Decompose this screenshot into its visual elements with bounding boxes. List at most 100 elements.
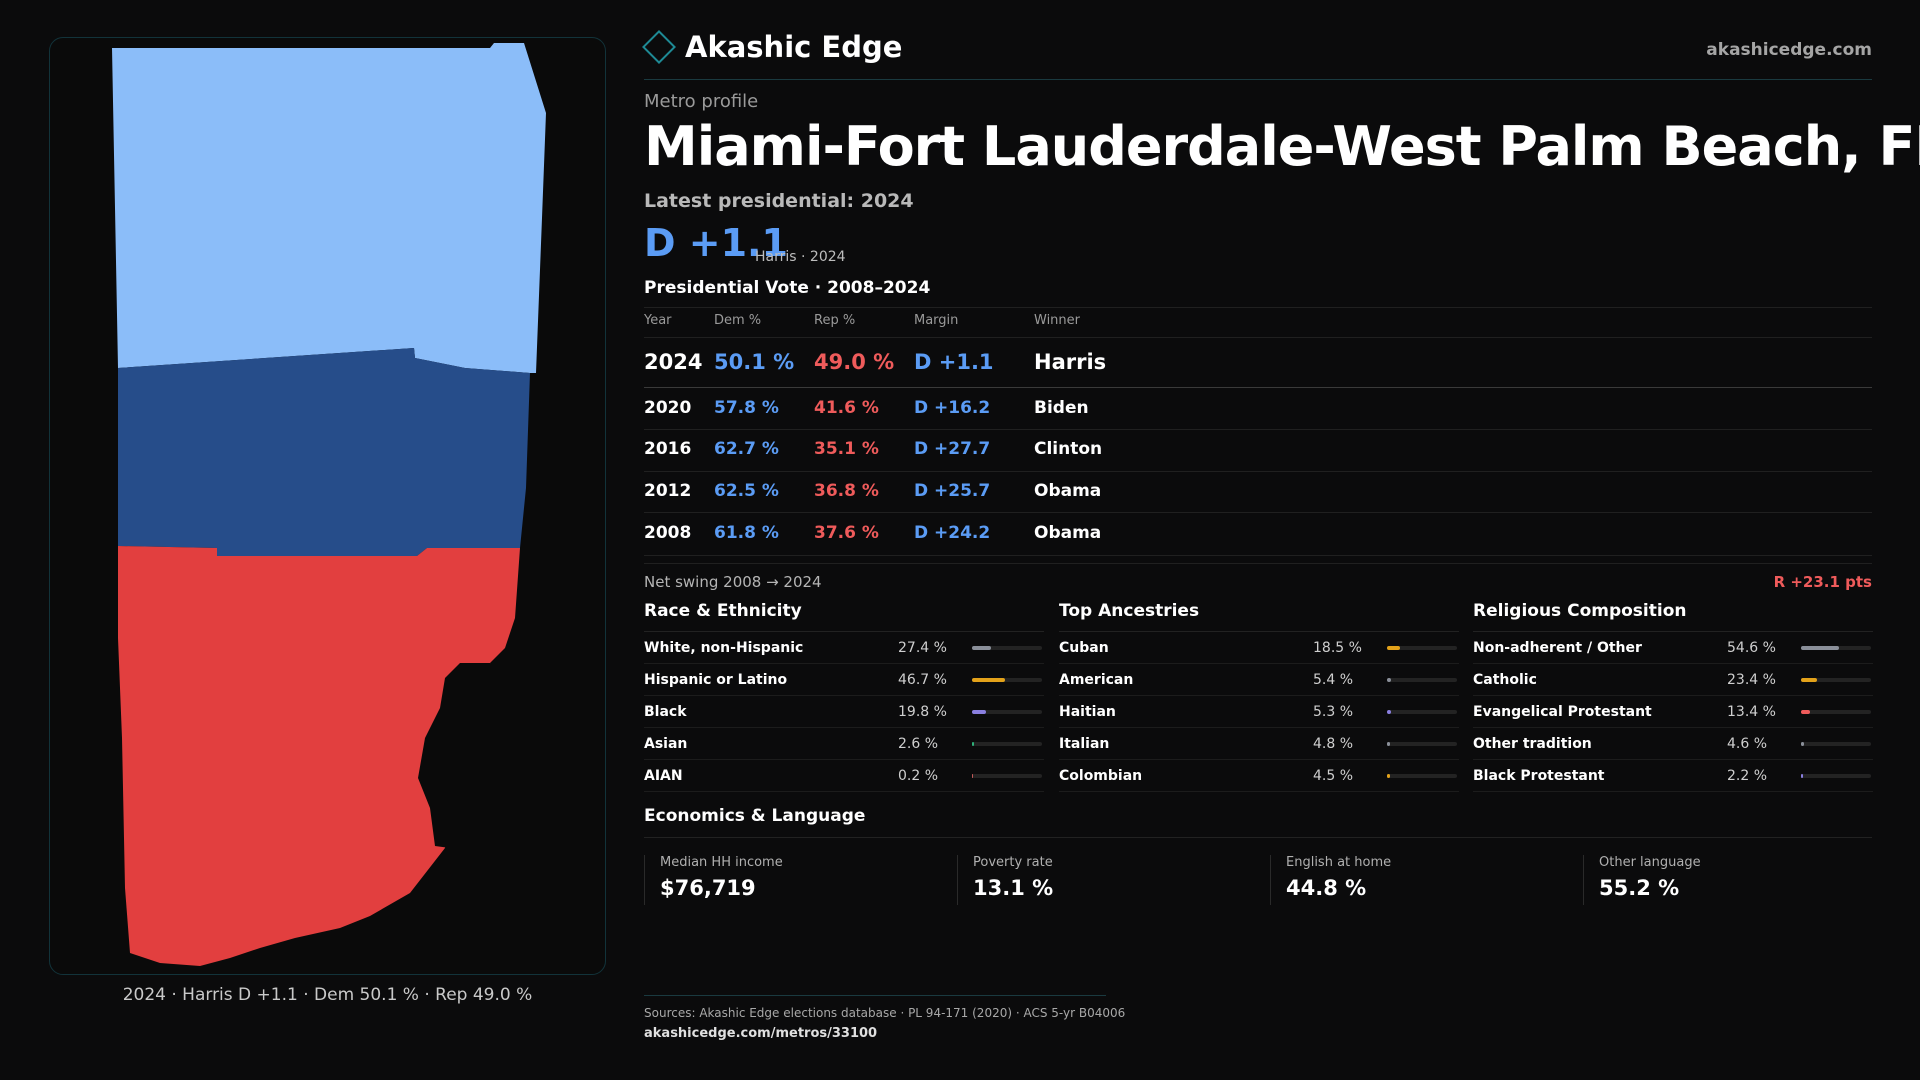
religion-bar bbox=[1801, 646, 1840, 650]
stat-value: $76,719 bbox=[660, 876, 756, 900]
ancestry-row: American 5.4 % bbox=[1059, 664, 1459, 696]
ancestry-row: Cuban 18.5 % bbox=[1059, 632, 1459, 664]
stat-value: 55.2 % bbox=[1599, 876, 1680, 900]
row-dem: 57.8 % bbox=[714, 398, 779, 418]
religion-bar-track bbox=[1801, 646, 1871, 650]
race-row: White, non-Hispanic 27.4 % bbox=[644, 632, 1044, 664]
row-dem: 62.7 % bbox=[714, 439, 779, 459]
row-winner: Biden bbox=[1034, 398, 1089, 418]
religion-row: Black Protestant 2.2 % bbox=[1473, 760, 1873, 792]
religion-title: Religious Composition bbox=[1473, 601, 1873, 632]
ancestry-pct: 5.4 % bbox=[1313, 672, 1354, 688]
metro-url[interactable]: akashicedge.com/metros/33100 bbox=[644, 1026, 878, 1041]
row-margin: D +25.7 bbox=[914, 481, 991, 501]
divider bbox=[644, 79, 1872, 80]
race-label: Black bbox=[644, 704, 687, 720]
stat-label: Median HH income bbox=[660, 855, 783, 870]
map-region-palm-beach bbox=[112, 43, 546, 373]
ancestry-bar bbox=[1387, 678, 1391, 682]
divider bbox=[644, 995, 1106, 996]
religion-bar-track bbox=[1801, 742, 1871, 746]
ancestry-pct: 4.8 % bbox=[1313, 736, 1354, 752]
row-rep: 41.6 % bbox=[814, 398, 879, 418]
religion-pct: 4.6 % bbox=[1727, 736, 1768, 752]
brand[interactable]: Akashic Edge bbox=[642, 30, 903, 64]
religion-section: Religious Composition Non-adherent / Oth… bbox=[1473, 601, 1873, 792]
race-label: White, non-Hispanic bbox=[644, 640, 804, 656]
econ-title: Economics & Language bbox=[644, 806, 866, 826]
map-water-biscayne bbox=[418, 663, 500, 848]
religion-row: Other tradition 4.6 % bbox=[1473, 728, 1873, 760]
race-bar bbox=[972, 646, 992, 650]
race-bar-track bbox=[972, 742, 1042, 746]
row-margin: D +24.2 bbox=[914, 523, 991, 543]
col-rep: Rep % bbox=[814, 313, 856, 328]
row-margin: D +27.7 bbox=[914, 439, 991, 459]
row-rep: 35.1 % bbox=[814, 439, 879, 459]
col-year: Year bbox=[644, 313, 672, 328]
religion-bar bbox=[1801, 774, 1803, 778]
diamond-logo-icon bbox=[642, 30, 676, 64]
row-dem: 61.8 % bbox=[714, 523, 779, 543]
ancestry-bar-track bbox=[1387, 742, 1457, 746]
divider bbox=[644, 563, 1872, 564]
race-title: Race & Ethnicity bbox=[644, 601, 1044, 632]
col-winner: Winner bbox=[1034, 313, 1081, 328]
ancestry-title: Top Ancestries bbox=[1059, 601, 1459, 632]
divider bbox=[644, 337, 1872, 338]
ancestry-label: Haitian bbox=[1059, 704, 1116, 720]
religion-bar bbox=[1801, 742, 1805, 746]
religion-label: Evangelical Protestant bbox=[1473, 704, 1652, 720]
net-swing-label: Net swing 2008 → 2024 bbox=[644, 573, 822, 591]
latest-margin: D +1.1 bbox=[644, 221, 788, 265]
religion-bar bbox=[1801, 678, 1818, 682]
ancestry-bar-track bbox=[1387, 646, 1457, 650]
race-pct: 19.8 % bbox=[898, 704, 947, 720]
ancestry-row: Italian 4.8 % bbox=[1059, 728, 1459, 760]
race-label: Asian bbox=[644, 736, 688, 752]
ancestry-bar-track bbox=[1387, 678, 1457, 682]
votes-title: Presidential Vote · 2008–2024 bbox=[644, 278, 931, 298]
religion-bar-track bbox=[1801, 774, 1871, 778]
religion-pct: 13.4 % bbox=[1727, 704, 1776, 720]
divider bbox=[644, 387, 1872, 388]
stat-median-income: Median HH income $76,719 bbox=[644, 855, 934, 905]
row-winner: Clinton bbox=[1034, 439, 1103, 459]
race-row: Hispanic or Latino 46.7 % bbox=[644, 664, 1044, 696]
race-pct: 2.6 % bbox=[898, 736, 939, 752]
latest-presidential: Latest presidential: 2024 bbox=[644, 190, 914, 212]
sources: Sources: Akashic Edge elections database… bbox=[644, 1006, 1126, 1020]
net-swing-value: R +23.1 pts bbox=[1773, 573, 1872, 591]
row-rep: 36.8 % bbox=[814, 481, 879, 501]
race-bar-track bbox=[972, 678, 1042, 682]
ancestry-bar bbox=[1387, 710, 1391, 714]
race-bar-track bbox=[972, 774, 1042, 778]
row-rep: 49.0 % bbox=[814, 350, 895, 374]
ancestry-row: Haitian 5.3 % bbox=[1059, 696, 1459, 728]
ancestry-bar bbox=[1387, 646, 1400, 650]
row-margin: D +16.2 bbox=[914, 398, 991, 418]
ancestry-bar-track bbox=[1387, 710, 1457, 714]
race-pct: 46.7 % bbox=[898, 672, 947, 688]
ancestry-label: American bbox=[1059, 672, 1134, 688]
religion-label: Catholic bbox=[1473, 672, 1537, 688]
brand-name: Akashic Edge bbox=[685, 30, 903, 64]
map-region-broward bbox=[118, 348, 530, 556]
stat-value: 44.8 % bbox=[1286, 876, 1367, 900]
race-section: Race & Ethnicity White, non-Hispanic 27.4… bbox=[644, 601, 1044, 792]
stat-english-at-home: English at home 44.8 % bbox=[1270, 855, 1560, 905]
brand-url[interactable]: akashicedge.com bbox=[1706, 40, 1872, 60]
col-dem: Dem % bbox=[714, 313, 762, 328]
race-pct: 0.2 % bbox=[898, 768, 939, 784]
row-dem: 50.1 % bbox=[714, 350, 795, 374]
row-winner: Obama bbox=[1034, 523, 1102, 543]
religion-pct: 54.6 % bbox=[1727, 640, 1776, 656]
religion-bar bbox=[1801, 710, 1811, 714]
net-swing: Net swing 2008 → 2024 R +23.1 pts bbox=[644, 573, 1872, 591]
race-bar bbox=[972, 710, 986, 714]
row-year: 2008 bbox=[644, 523, 692, 543]
row-winner: Obama bbox=[1034, 481, 1102, 501]
row-year: 2012 bbox=[644, 481, 692, 501]
race-row: Asian 2.6 % bbox=[644, 728, 1044, 760]
stat-label: Other language bbox=[1599, 855, 1701, 870]
